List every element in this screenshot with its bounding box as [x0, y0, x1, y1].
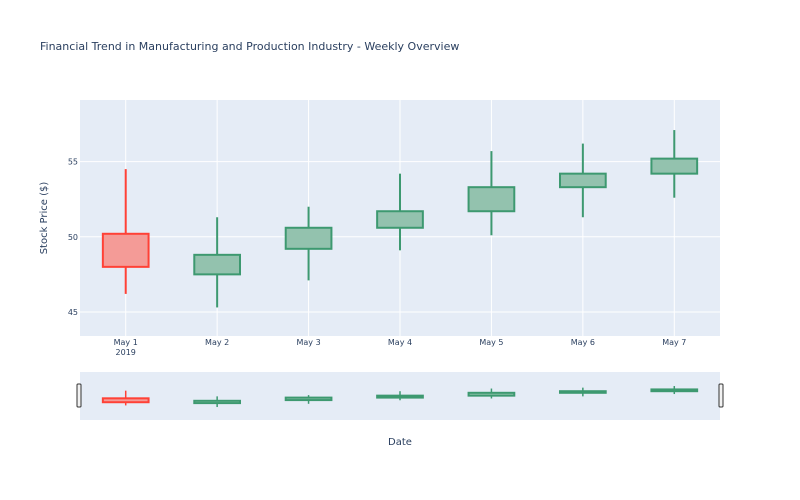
- mini-candle: [193, 396, 242, 408]
- chart-title: Financial Trend in Manufacturing and Pro…: [40, 40, 460, 53]
- mini-candle: [467, 388, 516, 399]
- x-tick-year-label: 2019: [116, 348, 136, 357]
- mini-candle: [376, 391, 424, 401]
- mini-candle: [650, 386, 699, 395]
- mini-candle-body: [467, 391, 516, 397]
- mini-candle: [101, 390, 150, 406]
- candle-body: [284, 226, 333, 250]
- x-axis-ticks: May 1 May 2 May 3 May 4 May 5 May 6 May 7 2019: [114, 338, 687, 357]
- candle[interactable]: [284, 206, 333, 281]
- candle-body: [376, 210, 424, 229]
- y-tick-label: 45: [68, 308, 78, 317]
- x-tick-label: May 7: [662, 338, 686, 347]
- candle-body: [101, 232, 150, 268]
- x-tick-label: May 5: [479, 338, 503, 347]
- mini-candle-body: [193, 399, 242, 405]
- y-tick-label: 50: [68, 233, 78, 242]
- x-tick-label: May 2: [205, 338, 229, 347]
- x-tick-label: May 3: [296, 338, 320, 347]
- range-slider-candles: [101, 386, 699, 408]
- candle-body: [193, 253, 242, 276]
- candle-body: [650, 157, 699, 175]
- range-slider-right-handle[interactable]: [718, 383, 724, 408]
- candle[interactable]: [559, 143, 607, 218]
- y-axis-label: Stock Price ($): [39, 182, 50, 255]
- x-axis-label: Date: [388, 437, 412, 448]
- y-tick-label: 55: [68, 158, 78, 167]
- x-tick-label: May 4: [388, 338, 412, 347]
- candle[interactable]: [193, 217, 242, 308]
- candle[interactable]: [376, 173, 424, 251]
- y-axis-ticks: 45 50 55: [68, 158, 78, 317]
- mini-candle-body: [650, 388, 699, 393]
- mini-candle-body: [101, 397, 150, 404]
- candle[interactable]: [467, 151, 516, 236]
- mini-candle-body: [559, 390, 607, 394]
- candle-body: [559, 172, 607, 189]
- x-tick-label: May 1: [114, 338, 138, 347]
- x-tick-label: May 6: [571, 338, 595, 347]
- candle[interactable]: [650, 130, 699, 198]
- range-slider-left-handle[interactable]: [76, 383, 82, 408]
- candle-body: [467, 186, 516, 213]
- mini-candle: [284, 395, 333, 404]
- candle[interactable]: [101, 169, 150, 294]
- mini-candle-body: [284, 396, 333, 402]
- mini-candle: [559, 387, 607, 397]
- candles: [101, 130, 699, 308]
- mini-candle-body: [376, 394, 424, 399]
